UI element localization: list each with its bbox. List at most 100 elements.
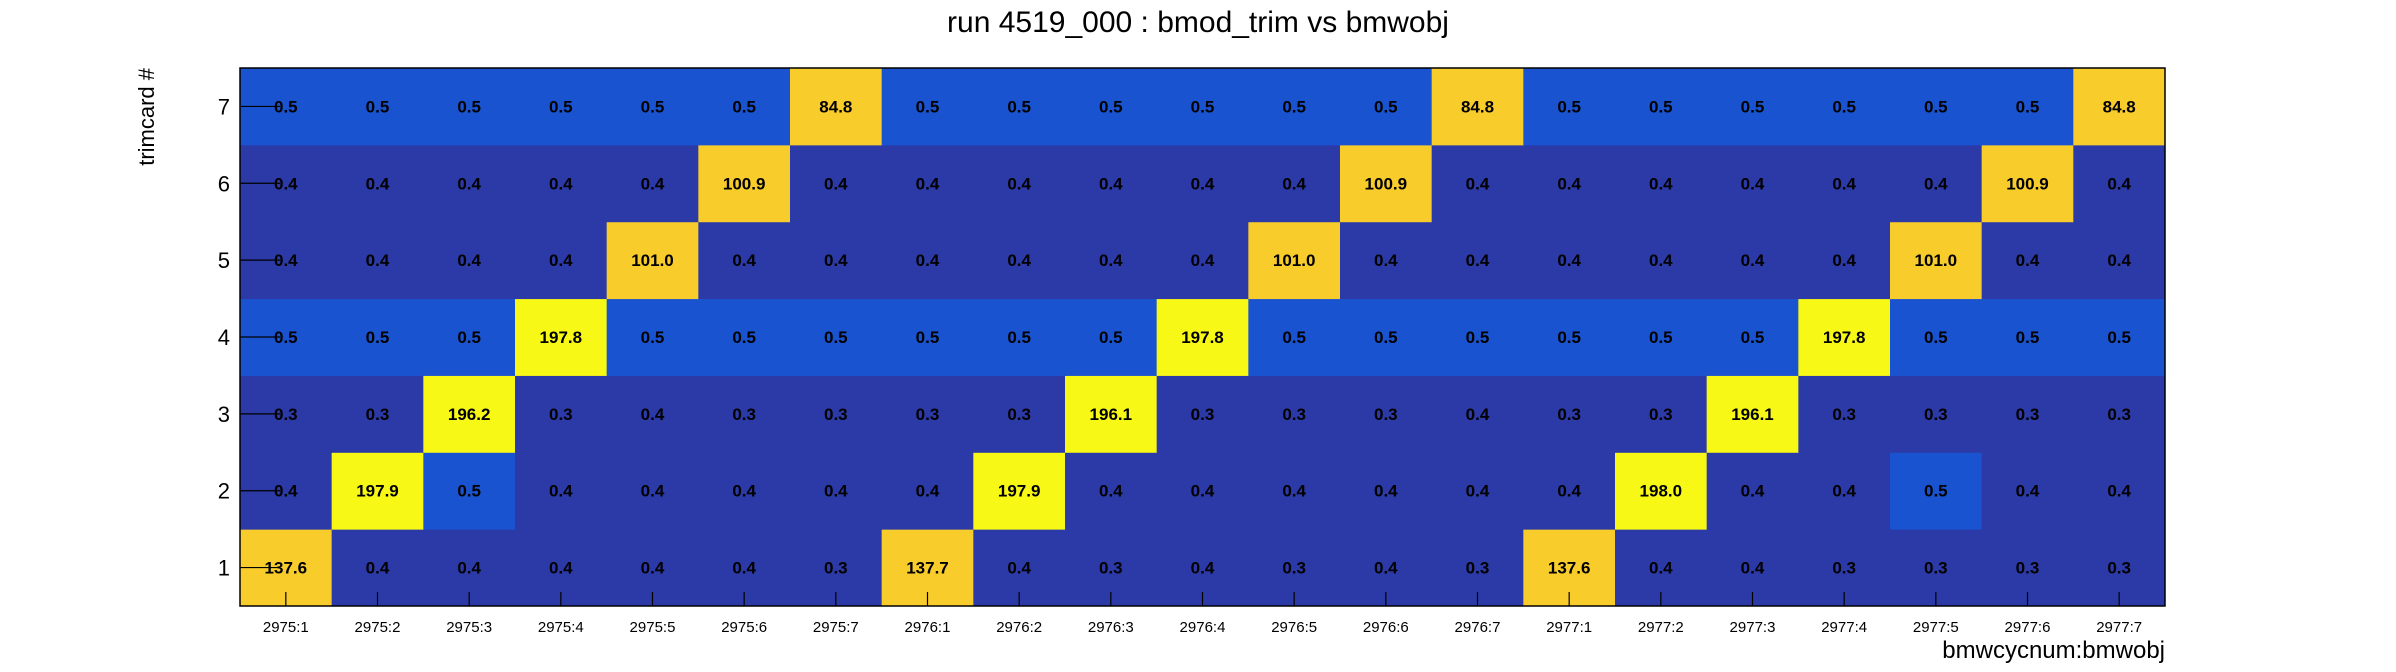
heatmap-cell (1248, 68, 1341, 146)
heatmap-cell (1156, 68, 1249, 146)
cell-value-label: 0.4 (641, 559, 665, 578)
cell-value-label: 0.5 (366, 328, 390, 347)
cell-value-label: 0.4 (1557, 174, 1581, 193)
heatmap-cell (2073, 68, 2166, 146)
cell-value-label: 84.8 (1461, 97, 1494, 116)
cell-value-label: 0.4 (641, 405, 665, 424)
x-tick-label: 2975:2 (355, 619, 401, 636)
cell-value-label: 101.0 (1915, 251, 1958, 270)
heatmap-cell (1248, 221, 1341, 300)
heatmap-cell (423, 68, 516, 146)
cell-value-label: 0.5 (1374, 97, 1398, 116)
cell-value-label: 0.4 (274, 251, 298, 270)
chart-title: run 4519_000 : bmod_trim vs bmwobj (947, 6, 1449, 39)
heatmap-cell (790, 68, 883, 146)
cell-value-label: 0.4 (1007, 174, 1031, 193)
cell-value-label: 0.5 (916, 328, 940, 347)
x-tick-label: 2977:2 (1638, 619, 1684, 636)
heatmap-cell (1981, 68, 2074, 146)
heatmap-cell (1065, 68, 1158, 146)
heatmap-cell (1340, 298, 1433, 376)
heatmap-cell (1065, 221, 1158, 300)
heatmap-cell (1156, 375, 1249, 453)
cell-value-label: 0.4 (2107, 251, 2131, 270)
x-tick-label: 2977:5 (1913, 619, 1959, 636)
heatmap-cell (1798, 68, 1891, 146)
cell-value-label: 0.4 (1557, 251, 1581, 270)
cell-value-label: 0.3 (274, 405, 298, 424)
heatmap-cell (515, 68, 608, 146)
heatmap-cell (1798, 221, 1891, 300)
cell-value-label: 0.4 (1649, 559, 1673, 578)
heatmap-cell (423, 452, 516, 530)
heatmap-cell (1615, 144, 1708, 223)
heatmap-cell (1798, 144, 1891, 223)
heatmap-cell (331, 452, 424, 530)
heatmap-cell (1340, 375, 1433, 453)
x-tick-label: 2975:3 (446, 619, 492, 636)
y-tick-label: 4 (218, 325, 230, 350)
cell-value-label: 197.8 (1823, 328, 1866, 347)
cell-value-label: 0.5 (1924, 328, 1948, 347)
cell-value-label: 0.4 (549, 251, 573, 270)
cell-value-label: 0.4 (916, 482, 940, 501)
cell-value-label: 0.3 (1557, 405, 1581, 424)
cell-value-label: 0.4 (1191, 174, 1215, 193)
cell-value-label: 0.5 (1924, 97, 1948, 116)
x-tick-label: 2976:6 (1363, 619, 1409, 636)
heatmap-cell (1431, 375, 1524, 453)
x-tick-label: 2977:6 (2005, 619, 2051, 636)
cell-value-label: 0.5 (2016, 328, 2040, 347)
cell-value-label: 0.3 (1007, 405, 1031, 424)
cell-value-label: 84.8 (819, 97, 852, 116)
heatmap-cell (2073, 452, 2166, 530)
heatmap-cell (790, 452, 883, 530)
cell-value-label: 0.3 (2107, 405, 2131, 424)
cell-value-label: 0.4 (274, 174, 298, 193)
plot-area: 137.6 0.4 0.4 0.4 0.4 0.4 0.3 137.7 0.4 0.3 0.4 0.3… (218, 67, 2166, 636)
cell-value-label: 0.3 (916, 405, 940, 424)
heatmap-cell (1798, 298, 1891, 376)
cell-value-label: 0.5 (1832, 97, 1856, 116)
cell-value-label: 0.4 (2016, 482, 2040, 501)
cell-value-label: 0.3 (1832, 405, 1856, 424)
cell-value-label: 0.4 (1099, 251, 1123, 270)
heatmap-cell (1890, 452, 1983, 530)
heatmap-cell (331, 221, 424, 300)
cell-value-label: 0.3 (1466, 559, 1490, 578)
heatmap-cell (1706, 221, 1799, 300)
cell-value-label: 84.8 (2103, 97, 2136, 116)
heatmap-cell (515, 375, 608, 453)
x-tick-label: 2976:1 (905, 619, 951, 636)
cell-value-label: 0.4 (1741, 559, 1765, 578)
heatmap-cell (606, 68, 699, 146)
cell-value-label: 0.5 (1282, 328, 1306, 347)
heatmap-cell (881, 452, 974, 530)
y-axis-label: trimcard # (134, 67, 159, 166)
heatmap-cell (1981, 144, 2074, 223)
heatmap-cell (1431, 221, 1524, 300)
heatmap-cell (1431, 452, 1524, 530)
cell-value-label: 0.5 (1741, 328, 1765, 347)
cell-value-label: 0.5 (732, 97, 756, 116)
cell-value-label: 0.3 (549, 405, 573, 424)
heatmap-cell (423, 375, 516, 453)
cell-value-label: 0.5 (1191, 97, 1215, 116)
cell-value-label: 0.4 (1191, 251, 1215, 270)
heatmap-cell (1156, 452, 1249, 530)
y-tick-label: 2 (218, 479, 230, 504)
heatmap-cell (1706, 144, 1799, 223)
cell-value-label: 0.5 (641, 328, 665, 347)
cell-value-label: 0.4 (366, 174, 390, 193)
heatmap-cell (1523, 298, 1616, 376)
heatmap-cell (1065, 144, 1158, 223)
cell-value-label: 0.4 (1007, 559, 1031, 578)
heatmap-cell (331, 298, 424, 376)
cell-value-label: 101.0 (631, 251, 674, 270)
heatmap-cell (973, 452, 1066, 530)
heatmap-cell (1890, 298, 1983, 376)
heatmap-cell (1248, 375, 1341, 453)
cell-value-label: 0.5 (457, 97, 481, 116)
cell-value-label: 0.4 (366, 559, 390, 578)
cell-value-label: 0.4 (1741, 482, 1765, 501)
